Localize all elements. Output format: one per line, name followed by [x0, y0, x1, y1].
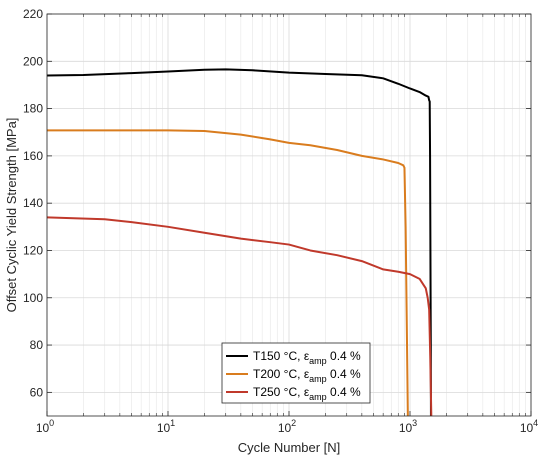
legend-label-3: T250 °C, εamp 0.4 %: [253, 385, 361, 402]
x-tick-label: 104: [520, 418, 538, 435]
y-tick-label: 160: [23, 149, 43, 163]
x-axis-label: Cycle Number [N]: [238, 440, 341, 455]
series-line-3: [46, 216, 433, 417]
series-line-1: [46, 68, 432, 417]
y-tick-label: 80: [30, 338, 44, 352]
x-tick-label: 103: [399, 418, 417, 435]
y-tick-label: 200: [23, 54, 43, 68]
y-axis-label: Offset Cyclic Yield Strength [MPa]: [4, 118, 19, 313]
legend-label-2: T200 °C, εamp 0.4 %: [253, 367, 361, 384]
y-tick-label: 120: [23, 243, 43, 257]
legend: T150 °C, εamp 0.4 %T200 °C, εamp 0.4 %T2…: [221, 342, 371, 404]
legend-label-1: T150 °C, εamp 0.4 %: [253, 349, 361, 366]
ticks: [46, 13, 532, 416]
x-tick-label: 101: [157, 418, 175, 435]
x-tick-label: 102: [278, 418, 296, 435]
x-tick-label: 100: [36, 418, 54, 435]
y-tick-label: 140: [23, 196, 43, 210]
y-tick-label: 180: [23, 102, 43, 116]
series-line-2: [47, 129, 409, 417]
y-tick-label: 100: [23, 291, 43, 305]
tick-labels: 100 101 102 103 104 60 80 100 120 140 160 180 200 220: [23, 7, 538, 435]
y-tick-label: 60: [30, 385, 44, 399]
y-tick-label: 220: [23, 7, 43, 21]
series-layer: [46, 68, 433, 417]
